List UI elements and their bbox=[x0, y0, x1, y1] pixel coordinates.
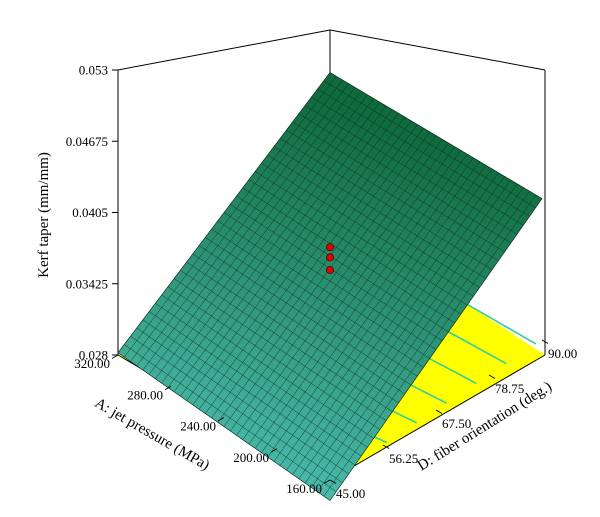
mesh-line-d bbox=[323, 80, 536, 208]
d-tick-label: 67.50 bbox=[442, 416, 471, 431]
mesh-line-d bbox=[124, 344, 337, 492]
d-tick-label: 78.75 bbox=[495, 381, 524, 396]
surface-mesh bbox=[117, 72, 543, 501]
mesh-line-d bbox=[248, 179, 462, 315]
mesh-line-d bbox=[167, 286, 381, 430]
mesh-line-d bbox=[211, 228, 424, 368]
mesh-line-d bbox=[267, 154, 480, 288]
a-tick-label: 240.00 bbox=[180, 419, 216, 434]
mesh-line-d bbox=[117, 352, 331, 501]
d-tick-label: 45.00 bbox=[336, 486, 365, 501]
mesh-line-d bbox=[292, 121, 505, 253]
mesh-line-d bbox=[149, 311, 362, 457]
mesh-line-d bbox=[161, 294, 374, 439]
a-tick-label: 280.00 bbox=[127, 387, 163, 402]
z-tick-label: 0.04675 bbox=[66, 134, 108, 149]
mesh-line-d bbox=[236, 195, 449, 332]
z-tick-label: 0.0405 bbox=[72, 205, 108, 220]
mesh-line-d bbox=[261, 163, 474, 297]
mesh-line-d bbox=[155, 303, 368, 448]
d-axis-ticks: 45.00 56.25 67.50 78.75 90.00 bbox=[329, 339, 577, 501]
mesh-line-d bbox=[173, 278, 387, 421]
mesh-line-d bbox=[130, 336, 343, 483]
mesh-line-d bbox=[142, 319, 356, 466]
design-point bbox=[326, 266, 334, 274]
mesh-line-d bbox=[223, 212, 437, 350]
d-tick-mark bbox=[541, 339, 549, 344]
mesh-line-d bbox=[198, 245, 412, 386]
mesh-line-d bbox=[279, 138, 493, 270]
mesh-line-d bbox=[298, 113, 511, 244]
a-tick-mark bbox=[164, 385, 172, 391]
mesh-line-d bbox=[230, 204, 443, 341]
a-tick-label: 200.00 bbox=[233, 450, 269, 465]
a-tick-label: 320.00 bbox=[74, 356, 110, 371]
design-point bbox=[326, 253, 334, 262]
z-tick-label: 0.028 bbox=[79, 348, 108, 363]
a-axis-title: A: jet pressure (MPa) bbox=[92, 395, 212, 474]
z-tick-label: 0.053 bbox=[79, 63, 108, 78]
a-tick-label: 160.00 bbox=[286, 481, 322, 496]
d-tick-mark bbox=[488, 374, 496, 379]
d-tick-mark bbox=[382, 444, 390, 449]
mesh-line-d bbox=[180, 270, 393, 412]
mesh-line-d bbox=[286, 130, 499, 261]
d-tick-mark bbox=[435, 409, 443, 414]
z-tick-label: 0.03425 bbox=[66, 276, 108, 291]
a-tick-mark bbox=[270, 448, 278, 453]
mesh-line-d bbox=[304, 105, 518, 235]
mesh-line-d bbox=[273, 146, 487, 279]
a-tick-mark bbox=[323, 479, 331, 484]
a-axis-ticks: 160.00 200.00 240.00 280.00 320.00 bbox=[74, 354, 331, 496]
mesh-line-d bbox=[242, 187, 455, 324]
mesh-line-d bbox=[329, 72, 543, 199]
d-tick-mark bbox=[329, 479, 337, 484]
z-axis-ticks: 0.028 0.03425 0.0405 0.04675 0.053 bbox=[66, 63, 118, 363]
z-axis-title: Kerf taper (mm/mm) bbox=[36, 152, 52, 278]
d-tick-label: 56.25 bbox=[389, 451, 418, 466]
mesh-line-d bbox=[192, 253, 405, 395]
mesh-line-d bbox=[136, 327, 349, 475]
mesh-line-d bbox=[217, 220, 430, 359]
a-tick-mark bbox=[217, 417, 225, 422]
design-point bbox=[326, 243, 334, 252]
design-points bbox=[326, 243, 334, 274]
mesh-line-d bbox=[186, 261, 399, 404]
mesh-line-d bbox=[311, 97, 524, 226]
a-tick-mark bbox=[111, 354, 119, 359]
mesh-line-d bbox=[317, 88, 530, 217]
mesh-line-d bbox=[255, 171, 468, 306]
d-tick-label: 90.00 bbox=[548, 346, 577, 361]
mesh-line-d bbox=[205, 237, 418, 377]
